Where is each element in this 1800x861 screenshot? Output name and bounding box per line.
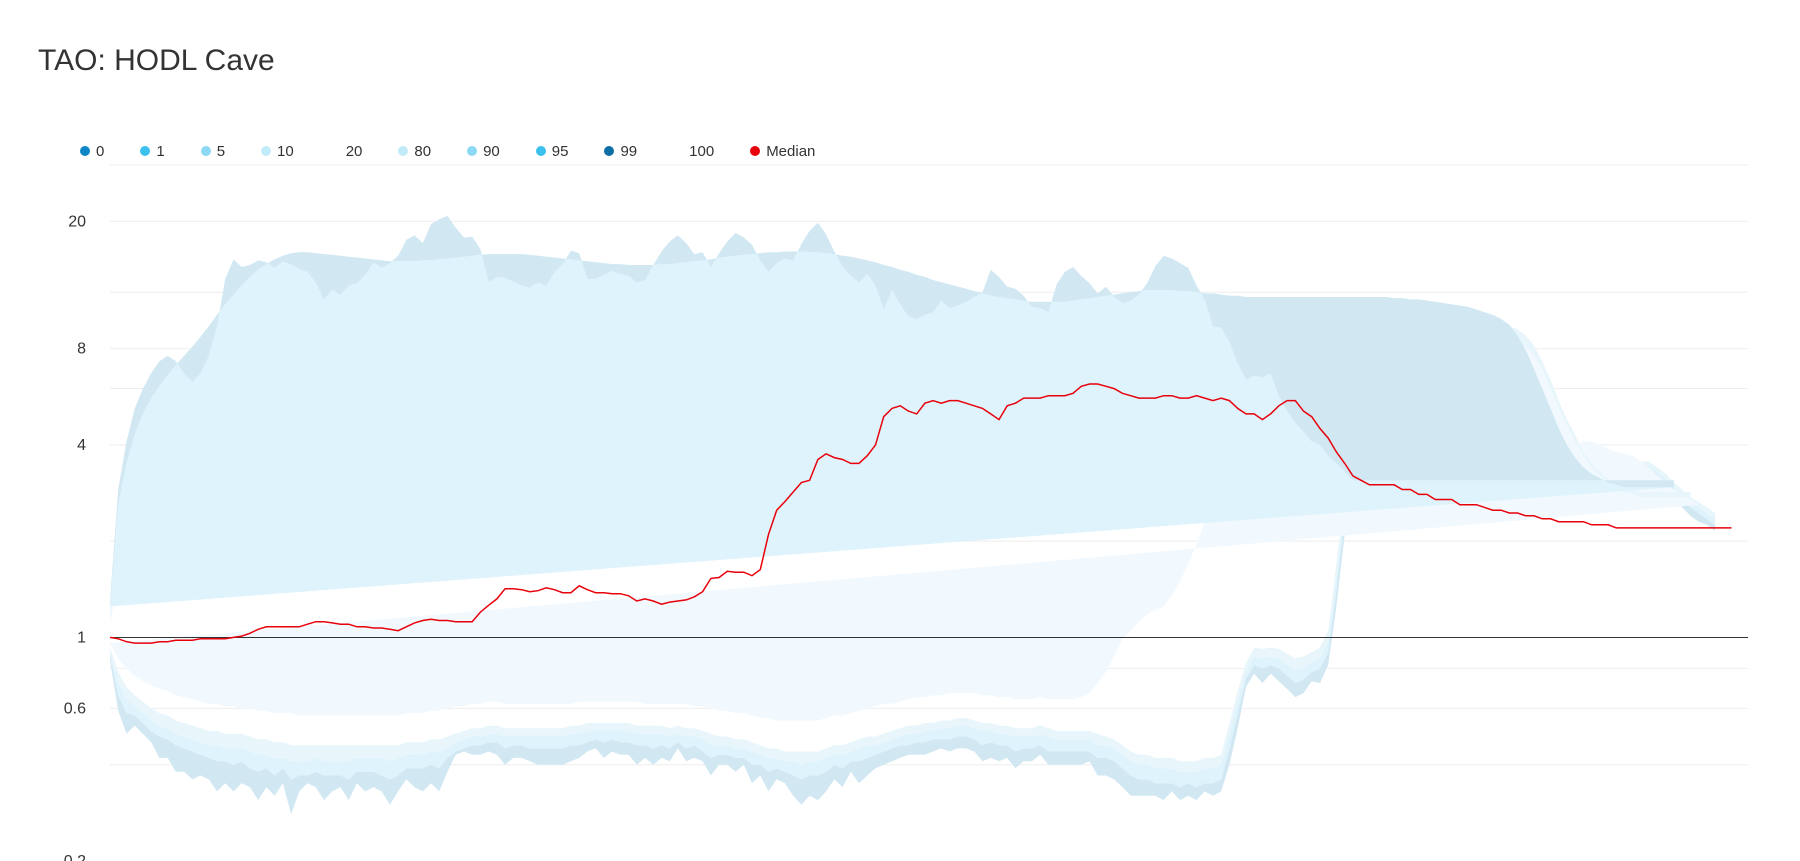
legend-swatch xyxy=(604,146,615,156)
y-tick-label: 4 xyxy=(77,437,86,454)
legend-label: 95 xyxy=(551,142,569,160)
legend-item-90[interactable]: 90 xyxy=(467,143,500,160)
legend-label: 90 xyxy=(483,142,500,160)
legend-item-100[interactable]: 100 xyxy=(673,143,714,160)
legend-item-95[interactable]: 95 xyxy=(535,142,569,160)
y-tick-label: 0.6 xyxy=(64,700,86,717)
legend-swatch xyxy=(673,146,684,156)
legend-label: 80 xyxy=(414,142,432,160)
y-axis: 20 8 4 1 0.6 0.2 xyxy=(64,213,86,861)
band-p0-p1 xyxy=(110,450,1716,815)
legend-swatch xyxy=(261,146,272,156)
legend-item-5[interactable]: 5 xyxy=(200,142,226,160)
legend-item-80[interactable]: 80 xyxy=(398,143,431,160)
chart-legend: 0 1 5 10 20 80 90 95 99 100 Median xyxy=(80,140,851,162)
legend-swatch xyxy=(535,146,546,156)
y-tick-label: 1 xyxy=(77,629,86,646)
legend-item-1[interactable]: 1 xyxy=(140,142,165,160)
legend-swatch xyxy=(329,146,340,156)
legend-label: 99 xyxy=(620,142,638,160)
legend-item-median[interactable]: Median xyxy=(750,143,815,160)
y-tick-label: 0.2 xyxy=(64,853,86,861)
legend-label: 5 xyxy=(216,142,226,160)
legend-item-99[interactable]: 99 xyxy=(604,143,637,160)
legend-label: Median xyxy=(766,142,816,160)
median-line xyxy=(109,383,1732,644)
legend-swatch xyxy=(200,146,211,156)
legend-label: 100 xyxy=(689,142,715,160)
legend-swatch xyxy=(467,146,478,156)
legend-swatch xyxy=(140,146,151,156)
legend-label: 10 xyxy=(277,142,294,160)
y-tick-label: 20 xyxy=(68,213,86,230)
y-tick-label: 8 xyxy=(77,341,86,358)
legend-label: 1 xyxy=(156,142,165,160)
legend-item-20[interactable]: 20 xyxy=(329,142,363,160)
legend-swatch xyxy=(398,146,409,156)
legend-label: 0 xyxy=(96,142,105,160)
legend-swatch xyxy=(750,146,761,156)
band-layer xyxy=(110,215,1716,815)
legend-label: 20 xyxy=(345,142,363,160)
legend-item-0[interactable]: 0 xyxy=(80,143,104,160)
legend-item-10[interactable]: 10 xyxy=(261,143,294,160)
band-p99-p100 xyxy=(110,215,1674,607)
chart-title: TAO: HODL Cave xyxy=(38,44,275,77)
legend-swatch xyxy=(80,146,90,156)
median-layer xyxy=(109,383,1732,644)
